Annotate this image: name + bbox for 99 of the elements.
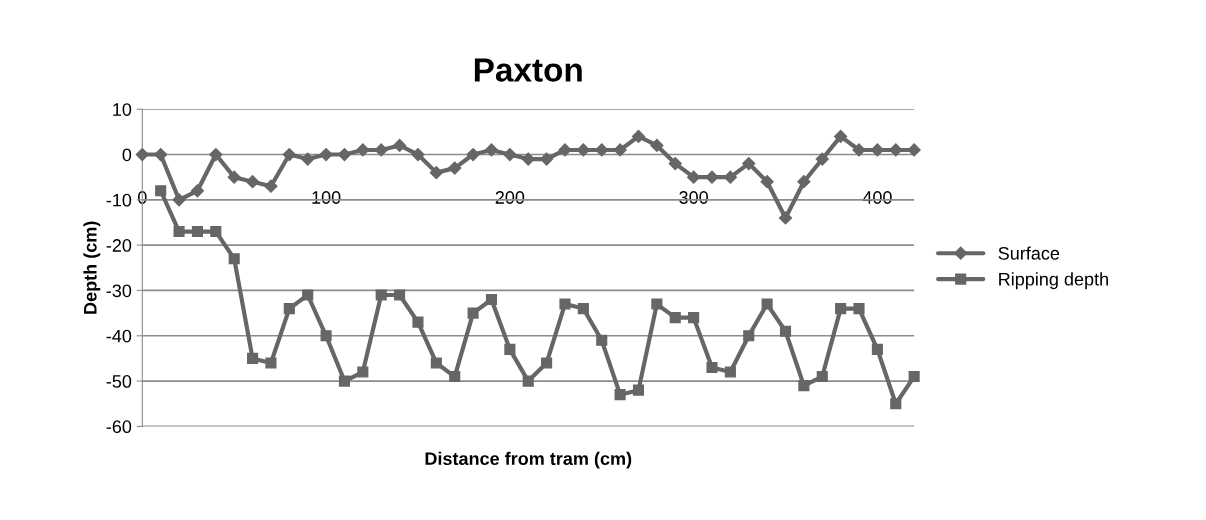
point xyxy=(835,303,847,315)
point xyxy=(504,343,516,355)
point xyxy=(357,366,369,378)
point xyxy=(688,312,700,324)
point xyxy=(705,170,719,184)
y-tick-label: -60 xyxy=(106,420,132,434)
point xyxy=(264,179,278,193)
point xyxy=(337,147,352,162)
point xyxy=(374,143,388,157)
point xyxy=(852,143,866,157)
point xyxy=(375,289,387,301)
point xyxy=(706,361,718,374)
point xyxy=(761,298,773,310)
point xyxy=(320,330,332,342)
point xyxy=(890,398,902,410)
point xyxy=(797,175,811,189)
point xyxy=(412,316,424,328)
point xyxy=(651,298,663,310)
point xyxy=(798,380,810,392)
point xyxy=(522,375,534,387)
point xyxy=(631,129,646,143)
point xyxy=(650,138,664,153)
point xyxy=(356,143,370,157)
y-tick-label: -10 xyxy=(106,193,132,207)
point xyxy=(577,303,589,315)
point xyxy=(429,166,443,180)
point xyxy=(411,147,425,162)
point xyxy=(191,225,203,238)
point xyxy=(484,143,499,157)
point xyxy=(282,147,296,162)
point xyxy=(743,330,755,342)
point xyxy=(338,375,351,387)
point xyxy=(853,303,865,315)
point xyxy=(392,138,407,153)
point xyxy=(394,289,406,301)
point xyxy=(228,253,240,265)
point xyxy=(815,152,829,166)
point xyxy=(576,143,590,157)
point xyxy=(614,389,626,401)
point xyxy=(778,211,793,225)
point xyxy=(871,343,883,355)
point xyxy=(503,147,517,162)
point xyxy=(870,143,884,157)
y-tick-label: -20 xyxy=(106,239,132,252)
point xyxy=(245,175,260,189)
chart-title: Paxton xyxy=(474,58,582,82)
point xyxy=(724,366,736,378)
point xyxy=(559,298,571,310)
point xyxy=(190,184,205,198)
point xyxy=(613,143,627,157)
point xyxy=(742,156,756,171)
point xyxy=(172,193,186,207)
point xyxy=(210,225,222,238)
point xyxy=(541,357,553,369)
point xyxy=(889,143,903,157)
point xyxy=(283,303,295,315)
point xyxy=(908,370,920,383)
legend-label: Surface xyxy=(998,246,1060,260)
point xyxy=(247,352,259,364)
y-tick-label: 10 xyxy=(113,103,132,116)
point xyxy=(265,357,277,369)
point xyxy=(467,307,479,319)
point xyxy=(779,325,792,337)
point xyxy=(540,152,554,166)
x-axis-title: Distance from tram (cm) xyxy=(425,451,632,469)
y-tick-label: -50 xyxy=(106,375,132,388)
point xyxy=(668,156,682,171)
point xyxy=(632,384,645,396)
y-axis-title: Depth (cm) xyxy=(83,221,101,314)
y-tick-label: -40 xyxy=(106,329,132,343)
point xyxy=(449,370,461,383)
y-tick-label: 0 xyxy=(122,148,132,162)
point xyxy=(521,152,535,166)
point xyxy=(302,289,314,301)
x-tick-label: 0 xyxy=(137,191,147,204)
point xyxy=(595,143,609,157)
point xyxy=(301,152,315,166)
y-tick-label: -30 xyxy=(106,284,132,298)
point xyxy=(430,357,442,369)
point xyxy=(687,170,701,184)
point xyxy=(816,370,828,383)
point xyxy=(173,225,185,238)
point xyxy=(834,129,848,143)
point xyxy=(135,147,149,162)
point xyxy=(154,147,168,162)
point xyxy=(227,170,241,184)
point xyxy=(155,185,167,197)
point xyxy=(558,143,572,157)
point xyxy=(669,312,681,324)
point xyxy=(209,147,223,162)
point xyxy=(596,334,608,346)
point xyxy=(760,175,774,189)
point xyxy=(466,147,480,162)
point xyxy=(485,293,498,306)
point xyxy=(723,170,737,184)
point xyxy=(319,147,333,162)
point xyxy=(907,143,921,157)
legend-label: Ripping depth xyxy=(999,272,1108,290)
point xyxy=(448,161,462,175)
